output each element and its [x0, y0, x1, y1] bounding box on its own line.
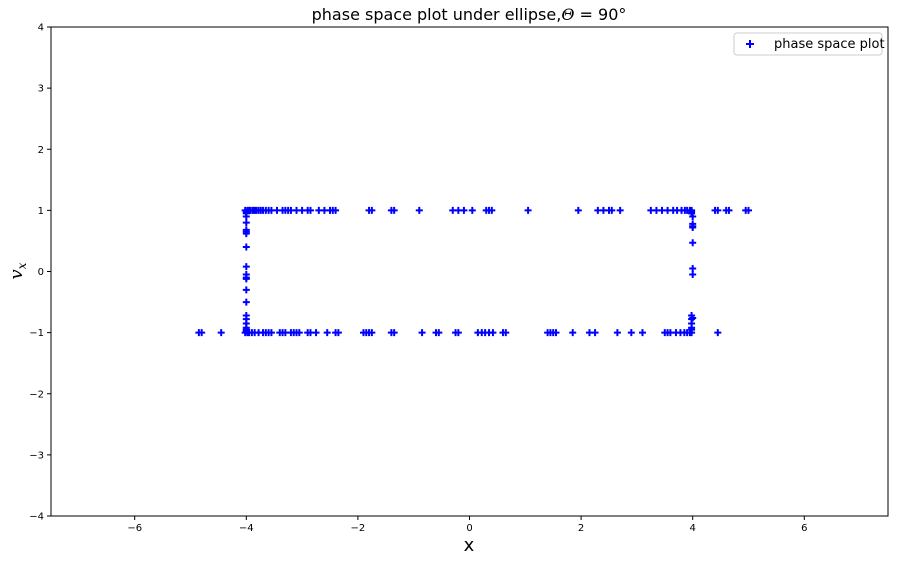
x-tick-label: 6: [801, 523, 807, 534]
data-point: [689, 239, 697, 247]
plot-area: [50, 26, 889, 517]
data-point: [688, 326, 696, 334]
data-point: [334, 329, 342, 337]
data-point: [295, 329, 303, 337]
data-point: [415, 206, 423, 214]
legend: phase space plot: [733, 32, 885, 56]
data-point: [689, 222, 697, 230]
data-point: [468, 206, 476, 214]
data-point: [627, 329, 635, 337]
data-point: [306, 206, 314, 214]
data-point: [242, 327, 250, 335]
data-point: [454, 329, 462, 337]
y-axis-label-group: vx: [6, 262, 29, 279]
data-point: [242, 274, 250, 282]
x-tick-label: 4: [690, 523, 696, 534]
y-tick-label: −1: [29, 328, 44, 339]
data-point: [368, 329, 376, 337]
axis-ticks: −6 −4 −2 0 2 4 6 −4 −3 −2 −1 0 1 2 3 4: [29, 23, 807, 535]
data-point: [418, 329, 426, 337]
y-tick-label: 1: [38, 206, 44, 217]
data-point: [368, 206, 376, 214]
legend-marker: [746, 40, 754, 48]
x-tick-label: 0: [466, 523, 472, 534]
data-point: [217, 329, 225, 337]
data-point: [574, 206, 582, 214]
data-point: [689, 212, 697, 220]
data-point: [638, 329, 646, 337]
data-point: [689, 314, 697, 322]
data-point: [524, 206, 532, 214]
data-point: [198, 329, 206, 337]
data-point: [489, 329, 497, 337]
data-point: [488, 206, 496, 214]
data-point: [242, 208, 250, 216]
y-axis-label: vx: [6, 262, 29, 279]
data-point: [242, 219, 250, 227]
y-tick-label: 0: [38, 267, 44, 278]
data-point: [689, 264, 697, 272]
data-point: [242, 263, 250, 271]
data-point: [312, 329, 320, 337]
legend-label: phase space plot: [774, 37, 885, 52]
data-point: [725, 206, 733, 214]
x-tick-label: 2: [578, 523, 584, 534]
data-point: [242, 243, 250, 251]
x-tick-label: −6: [127, 523, 142, 534]
data-point: [242, 298, 250, 306]
data-point: [267, 329, 275, 337]
x-tick-label: −2: [351, 523, 366, 534]
data-point: [689, 271, 697, 279]
data-point: [332, 206, 340, 214]
data-point: [714, 206, 722, 214]
data-point: [608, 206, 616, 214]
data-point: [242, 228, 250, 236]
data-point: [569, 329, 577, 337]
y-tick-label: 4: [38, 23, 44, 34]
data-points: [195, 206, 752, 337]
data-point: [323, 329, 331, 337]
data-point: [552, 329, 560, 337]
data-point: [591, 329, 599, 337]
data-point: [745, 206, 752, 214]
y-tick-label: 3: [38, 84, 44, 95]
y-tick-label: −3: [29, 450, 44, 461]
data-point: [616, 206, 624, 214]
data-point: [242, 286, 250, 294]
data-point: [390, 206, 398, 214]
x-tick-label: −4: [239, 523, 254, 534]
data-point: [435, 329, 443, 337]
y-tick-label: 2: [38, 145, 44, 156]
data-point: [502, 329, 510, 337]
data-point: [714, 329, 722, 337]
chart-title: phase space plot under ellipse,Θ = 90°: [312, 5, 627, 24]
x-axis-label: x: [464, 535, 475, 556]
data-point: [460, 206, 468, 214]
legend-box: [733, 32, 883, 56]
data-point: [390, 329, 398, 337]
y-tick-label: −2: [29, 389, 44, 400]
data-point: [613, 329, 621, 337]
y-tick-label: −4: [29, 512, 44, 523]
